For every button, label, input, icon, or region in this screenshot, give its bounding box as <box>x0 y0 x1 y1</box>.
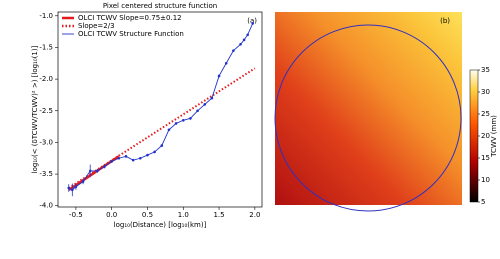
legend-label: OLCI TCWV Slope=0.75±0.12 <box>78 14 182 22</box>
colorbar <box>469 69 479 203</box>
point <box>174 122 178 125</box>
colorbar-tick-label: 35 <box>481 66 490 74</box>
point <box>110 160 113 163</box>
point <box>210 96 214 100</box>
point <box>203 103 207 106</box>
x-tick-label: 2.0 <box>249 211 260 219</box>
circle <box>274 24 462 212</box>
point <box>160 144 164 147</box>
point <box>67 186 71 190</box>
colorbar-tick-label: 25 <box>481 110 490 118</box>
point <box>131 158 135 162</box>
point <box>74 185 78 189</box>
point <box>251 22 254 25</box>
colorbar-tick-label: 5 <box>481 198 485 206</box>
colorbar-tick-label: 20 <box>481 132 490 140</box>
point <box>217 74 221 78</box>
point <box>189 117 192 120</box>
y-tick-label: -1.0 <box>39 12 53 20</box>
x-tick-label: -0.5 <box>69 211 83 219</box>
y-tick-label: -4.0 <box>39 202 53 210</box>
point <box>181 118 185 122</box>
legend-label: OLCI TCWV Structure Function <box>78 30 184 38</box>
colorbar-tick-label: 15 <box>481 154 490 162</box>
point <box>224 61 228 65</box>
point <box>103 165 106 168</box>
y-tick-label: -3.5 <box>39 170 53 178</box>
y-axis-label: log₁₀(< (δTCWV/TCWV)² >) [log₁₀(1)] <box>31 45 39 173</box>
point <box>88 169 92 173</box>
y-tick-label: -3.0 <box>39 138 53 146</box>
y-tick-label: -2.5 <box>39 107 53 115</box>
point <box>167 128 171 132</box>
point <box>71 188 74 192</box>
colorbar-label: TCWV (mm) <box>490 115 498 158</box>
x-tick-label: 0.0 <box>106 211 117 219</box>
tcwv-image <box>275 12 462 205</box>
x-axis-label: log₁₀(Distance) [log₁₀(km)] <box>114 221 207 229</box>
y-tick-label: -2.0 <box>39 75 53 83</box>
colorbar-tick-label: 10 <box>481 176 490 184</box>
point <box>81 180 85 183</box>
chart-title: Pixel centered structure function <box>103 2 217 10</box>
point <box>117 156 121 160</box>
point <box>232 49 235 52</box>
plot-frame <box>57 11 263 208</box>
panel-label: (b) <box>440 17 450 25</box>
y-tick-label: -1.5 <box>39 43 53 51</box>
panel-label: (a) <box>247 17 257 25</box>
point <box>246 33 249 37</box>
legend-label: Slope=2/3 <box>78 22 115 30</box>
point <box>96 169 99 173</box>
point <box>239 42 242 46</box>
x-tick-label: 1.0 <box>178 211 189 219</box>
x-tick-label: 0.5 <box>142 211 153 219</box>
colorbar-tick-label: 30 <box>481 88 490 96</box>
point <box>242 38 246 42</box>
series-line <box>68 23 254 191</box>
point <box>153 150 156 154</box>
x-tick-label: 1.5 <box>213 211 224 219</box>
point <box>196 109 199 113</box>
point <box>124 155 128 158</box>
point <box>146 153 149 157</box>
point <box>139 156 142 160</box>
